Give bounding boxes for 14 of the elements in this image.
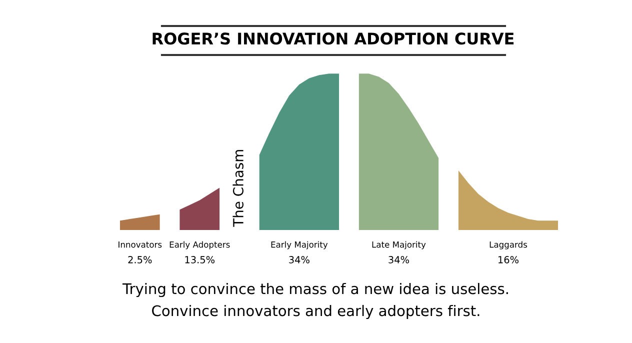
- text: Trying to convince the mass of a new idea is useless.: [122, 282, 508, 298]
- text: 34%: [289, 256, 310, 264]
- annotation: The Chasm: [232, 150, 244, 227]
- text: 2.5%: [128, 256, 152, 264]
- chart-title: ROGER’S INNOVATION ADOPTION CURVE: [152, 32, 514, 45]
- series-label: Early Adopters: [170, 241, 230, 250]
- series-label: Late Majority: [372, 241, 426, 250]
- text: Convince innovators and early adopters first.: [152, 304, 480, 320]
- text: 13.5%: [185, 256, 215, 264]
- series-label: Innovators: [118, 242, 162, 248]
- text: 16%: [498, 256, 519, 264]
- text: 34%: [388, 256, 409, 264]
- series-label: Early Majority: [271, 241, 328, 250]
- series-label: Laggards: [490, 241, 528, 250]
